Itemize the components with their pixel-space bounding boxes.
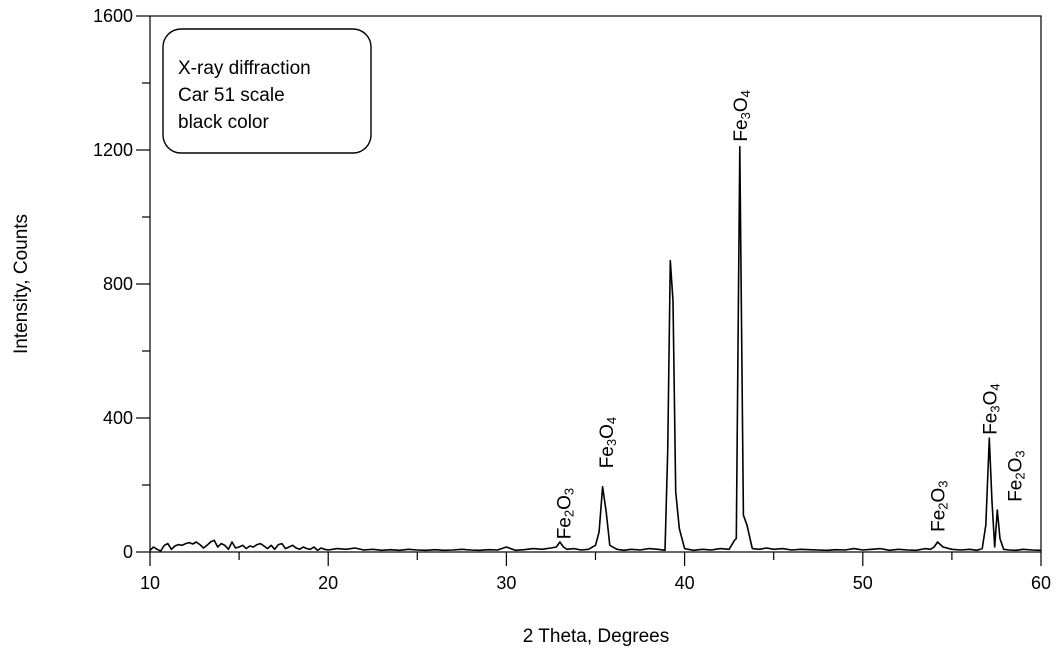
formula-subscript: 3 <box>604 439 619 446</box>
x-tick-label: 20 <box>318 573 338 593</box>
axis-tick-labels: 10 20 30 40 50 60 0 400 800 1200 1600 <box>93 6 1051 593</box>
formula-element: O <box>554 495 575 510</box>
peak-label: Fe3O4 <box>597 417 619 468</box>
formula-subscript: 4 <box>988 383 1003 390</box>
formula-element: Fe <box>1005 480 1026 502</box>
formula-subscript: 3 <box>936 480 951 487</box>
legend-line-3: black color <box>178 112 269 133</box>
formula-element: O <box>980 391 1001 406</box>
formula-subscript: 2 <box>936 502 951 509</box>
y-tick-label: 1600 <box>93 6 133 26</box>
x-tick-label: 60 <box>1031 573 1051 593</box>
formula-element: O <box>731 97 752 112</box>
x-tick-label: 10 <box>140 573 160 593</box>
formula-subscript: 4 <box>604 417 619 424</box>
formula-element: Fe <box>929 510 950 532</box>
legend-line-1: X-ray diffraction <box>178 58 311 79</box>
y-tick-label: 0 <box>123 542 133 562</box>
x-tick-label: 50 <box>853 573 873 593</box>
legend-line-2: Car 51 scale <box>178 85 285 106</box>
formula-element: O <box>1005 458 1026 473</box>
y-axis-title: Intensity, Counts <box>11 214 32 354</box>
formula-element: O <box>929 488 950 503</box>
formula-subscript: 3 <box>562 488 577 495</box>
peak-label: Fe3O4 <box>731 90 753 141</box>
formula-subscript: 3 <box>1013 450 1028 457</box>
y-tick-label: 400 <box>103 408 133 428</box>
formula-subscript: 4 <box>738 90 753 97</box>
legend-frame <box>162 28 372 154</box>
x-tick-label: 30 <box>496 573 516 593</box>
peak-label: Fe3O4 <box>980 383 1002 434</box>
formula-subscript: 2 <box>562 510 577 517</box>
formula-element: Fe <box>554 517 575 539</box>
formula-subscript: 2 <box>1013 472 1028 479</box>
axis-ticks <box>136 15 1042 566</box>
formula-subscript: 3 <box>988 405 1003 412</box>
formula-element: Fe <box>731 119 752 141</box>
y-tick-label: 1200 <box>93 140 133 160</box>
x-tick-label: 40 <box>675 573 695 593</box>
formula-element: O <box>597 424 618 439</box>
formula-subscript: 3 <box>738 112 753 119</box>
formula-element: Fe <box>597 446 618 468</box>
peak-label: Fe2O3 <box>1005 450 1027 501</box>
y-tick-label: 800 <box>103 274 133 294</box>
peak-label: Fe2O3 <box>554 488 576 539</box>
peak-label: Fe2O3 <box>929 480 951 531</box>
legend-box: X-ray diffraction Car 51 scale black col… <box>162 28 372 154</box>
x-axis-title: 2 Theta, Degrees <box>523 626 669 647</box>
series-line <box>149 145 1042 552</box>
formula-element: Fe <box>980 413 1001 435</box>
